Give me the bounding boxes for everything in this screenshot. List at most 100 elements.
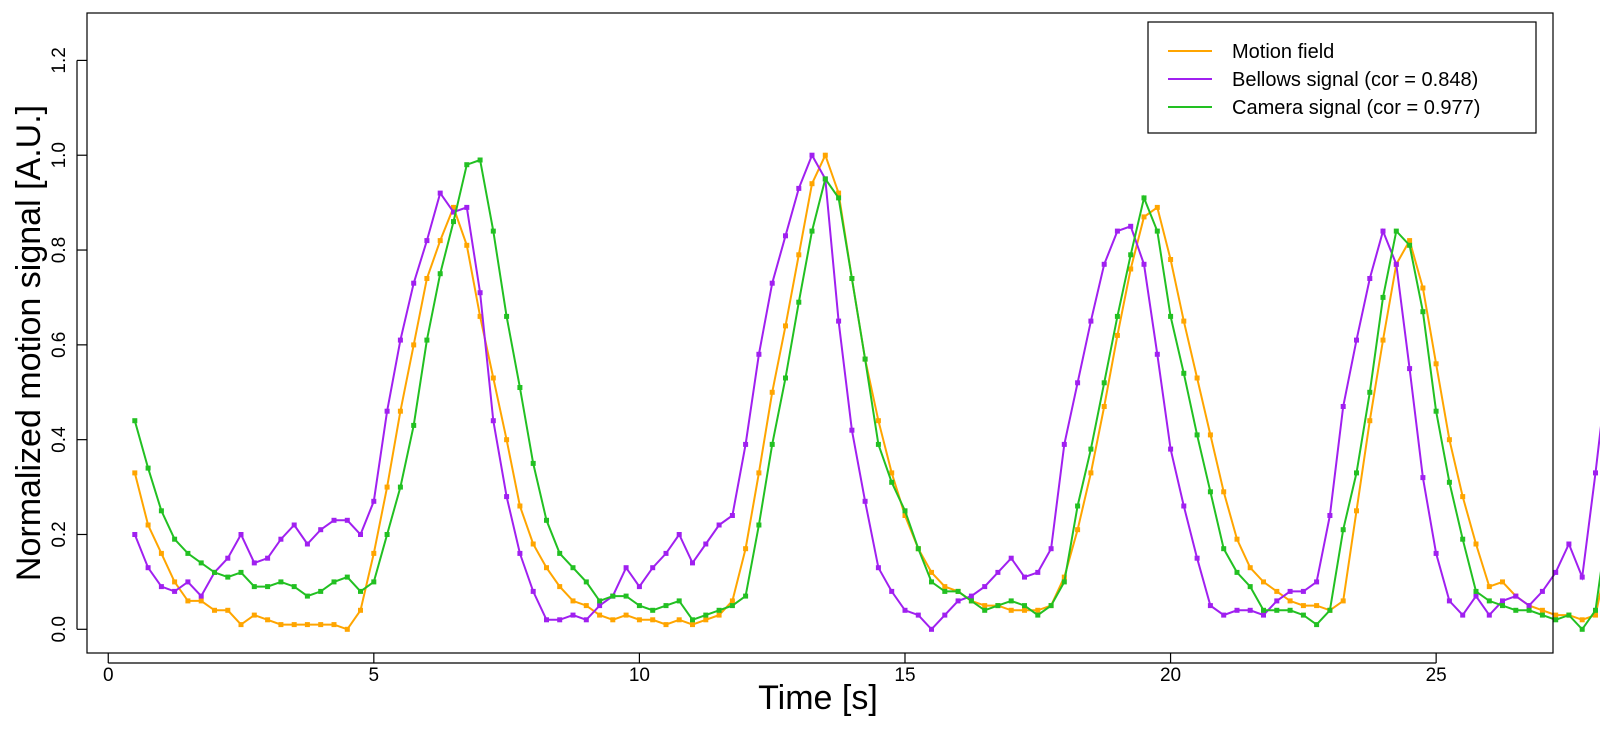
- data-point: [822, 176, 828, 182]
- data-point: [411, 342, 417, 348]
- data-point: [1247, 607, 1253, 613]
- data-point: [1221, 612, 1227, 618]
- y-tick-label: 1.2: [49, 47, 70, 73]
- y-axis-title: Normalized motion signal [A.U.]: [10, 105, 48, 581]
- data-point: [1446, 479, 1452, 485]
- data-point: [145, 465, 151, 471]
- data-point: [1354, 337, 1359, 343]
- data-point: [570, 612, 576, 618]
- data-point: [968, 598, 974, 604]
- data-point: [1473, 593, 1479, 599]
- data-point: [756, 351, 762, 357]
- data-point: [1513, 593, 1519, 599]
- data-point: [703, 612, 709, 618]
- data-point: [1460, 494, 1466, 500]
- data-point: [676, 617, 682, 623]
- data-point: [650, 617, 656, 623]
- data-point: [1207, 489, 1213, 495]
- data-point: [1314, 603, 1320, 609]
- data-point: [1101, 261, 1107, 267]
- data-point: [1340, 527, 1346, 533]
- data-point: [544, 565, 549, 571]
- data-point: [1579, 574, 1585, 580]
- data-point: [132, 470, 138, 476]
- data-point: [1513, 607, 1519, 613]
- x-tick-label: 20: [1160, 665, 1181, 686]
- data-point: [1088, 446, 1094, 452]
- data-point: [1367, 389, 1373, 395]
- data-point: [1128, 223, 1134, 229]
- data-point: [663, 603, 669, 609]
- data-point: [358, 607, 363, 613]
- data-point: [982, 584, 988, 590]
- data-point: [504, 494, 510, 500]
- data-point: [238, 569, 244, 575]
- data-point: [318, 588, 324, 594]
- data-point: [1075, 380, 1081, 386]
- data-point: [238, 532, 244, 537]
- data-point: [756, 470, 762, 476]
- data-point: [1367, 276, 1373, 281]
- data-point: [636, 584, 642, 590]
- data-point: [185, 550, 191, 556]
- data-point: [145, 522, 151, 528]
- data-point: [610, 593, 616, 599]
- data-point: [1088, 470, 1094, 476]
- data-point: [1327, 607, 1333, 613]
- data-point: [1128, 252, 1134, 258]
- series-1: [132, 152, 1600, 632]
- data-point: [212, 607, 217, 613]
- data-point: [663, 622, 669, 628]
- data-point: [1579, 617, 1585, 623]
- data-point: [942, 584, 948, 590]
- data-point: [836, 190, 842, 196]
- data-point: [650, 607, 656, 613]
- data-point: [1407, 242, 1413, 248]
- data-point: [371, 498, 377, 504]
- data-point: [291, 584, 297, 590]
- data-point: [849, 276, 855, 281]
- data-point: [743, 593, 749, 599]
- data-point: [676, 532, 682, 537]
- data-point: [1340, 404, 1346, 409]
- x-tick-label: 10: [629, 665, 650, 686]
- data-point: [464, 204, 470, 210]
- data-point: [583, 603, 589, 609]
- data-point: [875, 441, 881, 447]
- data-point: [504, 313, 510, 319]
- data-point: [862, 356, 868, 362]
- data-point: [1420, 285, 1426, 291]
- data-point: [716, 607, 722, 613]
- data-point: [597, 598, 603, 604]
- data-point: [251, 584, 257, 590]
- data-point: [583, 579, 589, 585]
- data-point: [411, 422, 417, 428]
- data-point: [982, 603, 988, 609]
- data-point: [132, 532, 138, 537]
- data-point: [889, 588, 895, 594]
- data-point: [397, 337, 403, 343]
- data-point: [1141, 261, 1147, 267]
- data-point: [1593, 612, 1598, 618]
- data-point: [1008, 555, 1014, 561]
- data-point: [212, 569, 217, 575]
- data-point: [1566, 612, 1572, 618]
- data-point: [690, 622, 695, 628]
- data-point: [411, 280, 417, 286]
- data-point: [929, 579, 934, 585]
- data-point: [198, 598, 204, 604]
- data-point: [530, 541, 536, 547]
- series-layer: [132, 152, 1600, 632]
- data-point: [371, 579, 377, 585]
- data-point: [1393, 261, 1399, 267]
- data-point: [172, 588, 178, 594]
- data-point: [1526, 607, 1532, 613]
- data-point: [1168, 446, 1174, 452]
- data-point: [1486, 584, 1492, 590]
- data-point: [437, 190, 443, 196]
- data-point: [1314, 579, 1320, 585]
- data-point: [185, 598, 191, 604]
- data-point: [158, 508, 164, 514]
- data-point: [703, 617, 709, 623]
